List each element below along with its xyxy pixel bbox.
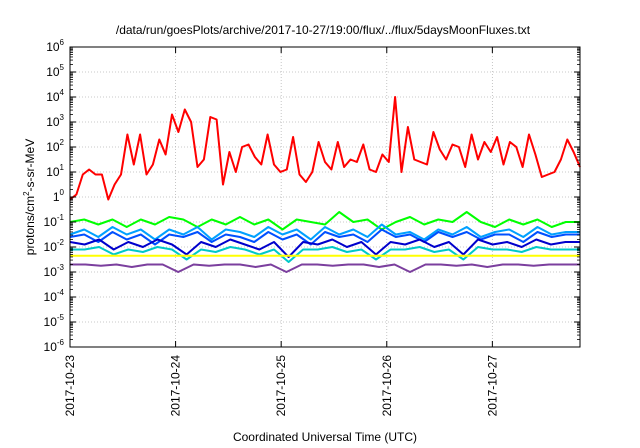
y-tick-label-exp: 5 <box>60 63 65 72</box>
y-tick-label: 101 <box>46 163 64 179</box>
y-tick-label-base: 10 <box>46 165 60 179</box>
y-tick-label-base: 10 <box>44 340 58 354</box>
series-line-1 <box>69 211 580 231</box>
x-tick-label: 2017-10-24 <box>169 355 183 417</box>
y-tick-label-exp: 2 <box>60 138 65 147</box>
y-tick-label-base: 10 <box>46 65 60 79</box>
y-tick-label-exp: -4 <box>57 288 65 297</box>
y-tick-label-exp: 0 <box>60 188 65 197</box>
x-axis-label: Coordinated Universal Time (UTC) <box>233 430 417 444</box>
x-tick-label: 2017-10-26 <box>380 355 394 417</box>
y-tick-label-exp: 3 <box>60 113 65 122</box>
y-axis-label-main: protons/cm <box>23 196 37 255</box>
x-tick-label: 2017-10-23 <box>63 355 77 417</box>
y-tick-label: 10-6 <box>44 338 65 354</box>
y-tick-label: 10-5 <box>44 313 65 329</box>
y-tick-label: 106 <box>46 38 64 54</box>
axis-ticks <box>69 46 580 348</box>
data-series <box>69 96 581 273</box>
y-tick-label-base: 10 <box>46 90 60 104</box>
series-line-0 <box>69 96 581 201</box>
y-tick-label-base: 10 <box>46 40 60 54</box>
y-tick-label-exp: -2 <box>57 238 65 247</box>
y-tick-label-base: 10 <box>44 315 58 329</box>
y-tick-label-base: 10 <box>44 265 58 279</box>
x-tick-label: 2017-10-27 <box>485 355 499 417</box>
y-tick-label: 105 <box>46 63 64 79</box>
y-tick-labels: 10-610-510-410-310-210-11010110210310410… <box>44 38 65 354</box>
x-tick-labels: 2017-10-23 2017-10-24 2017-10-25 2017-10-26… <box>63 355 499 417</box>
y-tick-label: 104 <box>46 88 64 104</box>
y-tick-label-exp: -3 <box>57 263 65 272</box>
y-tick-label-exp: 4 <box>60 88 65 97</box>
series-line-7 <box>70 263 580 273</box>
y-axis-label: protons/cm2-s-sr-MeV <box>22 139 37 255</box>
y-axis-label-sup: 2 <box>22 191 31 196</box>
series-line-4 <box>69 238 580 258</box>
series-line-2 <box>69 223 580 241</box>
y-tick-label: 102 <box>46 138 64 154</box>
y-tick-label-exp: -1 <box>57 213 65 222</box>
y-tick-label: 103 <box>46 113 64 129</box>
series-line-5 <box>70 246 580 263</box>
y-tick-label-base: 1 <box>53 190 60 204</box>
y-tick-label: 10-4 <box>44 288 65 304</box>
y-tick-label-exp: 1 <box>60 163 65 172</box>
y-tick-label-exp: 6 <box>60 38 65 47</box>
y-tick-label-base: 10 <box>44 240 58 254</box>
y-tick-label-base: 10 <box>46 140 60 154</box>
y-tick-label-base: 10 <box>44 290 58 304</box>
x-tick-label: 2017-10-25 <box>274 355 288 417</box>
y-tick-label-base: 10 <box>44 215 58 229</box>
y-tick-label: 10 <box>53 188 65 204</box>
y-tick-label-base: 10 <box>46 115 60 129</box>
y-tick-label: 10-2 <box>44 238 65 254</box>
y-tick-label-exp: -5 <box>57 313 65 322</box>
series-line-3 <box>69 228 580 246</box>
chart-title: /data/run/goesPlots/archive/2017-10-27/1… <box>116 23 531 37</box>
y-axis-label-rest: -s-sr-MeV <box>23 139 37 192</box>
y-tick-label: 10-3 <box>44 263 65 279</box>
y-tick-label-exp: -6 <box>57 338 65 347</box>
y-tick-label: 10-1 <box>44 213 65 229</box>
